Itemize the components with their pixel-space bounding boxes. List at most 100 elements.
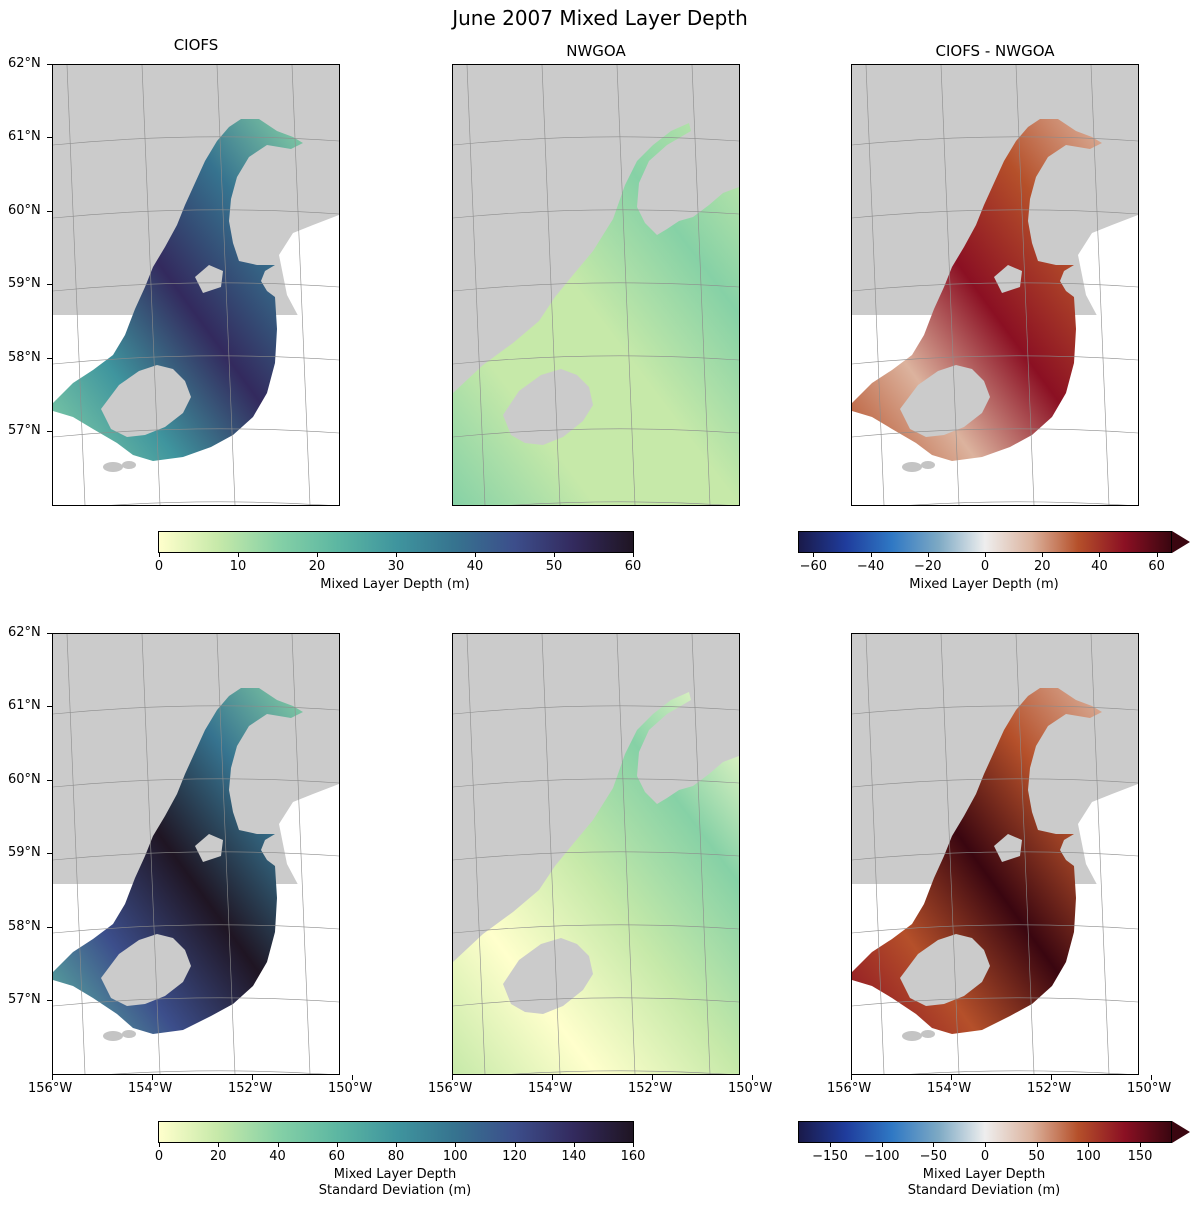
graticule-lat <box>453 136 739 146</box>
map-panel <box>851 633 1139 1075</box>
lon-label: 150°W <box>328 1081 373 1096</box>
graticule-lat <box>511 501 729 505</box>
lon-label: 154°W <box>128 1081 173 1096</box>
colorbar <box>798 1121 1172 1143</box>
colorbar-tick <box>927 553 929 557</box>
map-canvas <box>53 634 339 1074</box>
kenai-land <box>195 834 223 862</box>
colorbar-tick-label: 160 <box>620 1149 646 1164</box>
map-canvas <box>53 65 339 505</box>
map-canvas <box>453 634 739 1074</box>
graticule-lon <box>466 65 486 505</box>
lon-tick <box>1151 1075 1152 1080</box>
colorbar-tick-label: 140 <box>561 1149 587 1164</box>
graticule-lat <box>53 355 339 365</box>
colorbar-tick-label: −50 <box>919 1149 948 1164</box>
lon-label: 152°W <box>628 1081 673 1096</box>
colorbar-tick <box>238 553 239 557</box>
trinity-islands <box>921 461 935 469</box>
lat-tick <box>47 853 52 854</box>
lat-tick <box>47 64 52 65</box>
lon-label: 152°W <box>1027 1081 1072 1096</box>
lon-label: 150°W <box>1127 1081 1172 1096</box>
lat-label: 58°N <box>8 919 41 934</box>
mld-field <box>53 688 303 1034</box>
trinity-islands <box>103 462 123 472</box>
colorbar-tick-label: 60 <box>328 1149 346 1164</box>
map-panel <box>52 633 340 1075</box>
trinity-islands <box>103 1031 123 1041</box>
graticule-lat <box>53 705 339 715</box>
graticule-lon <box>616 634 636 1074</box>
graticule-lon <box>865 65 885 505</box>
graticule-lon <box>66 65 86 505</box>
lat-tick <box>47 1000 52 1001</box>
lon-label: 156°W <box>827 1081 872 1096</box>
graticule-lat <box>453 282 739 292</box>
colorbar-label: Mixed Layer Depth Standard Deviation (m) <box>907 1167 1061 1198</box>
colorbar-tick <box>633 1143 634 1147</box>
lon-tick <box>752 1075 753 1080</box>
graticule-lon <box>691 65 711 505</box>
lon-label: 150°W <box>728 1081 773 1096</box>
colorbar-tick <box>1156 553 1158 557</box>
colorbar-extend-arrow <box>1172 531 1190 553</box>
graticule-lat <box>53 851 339 861</box>
lat-label: 59°N <box>8 276 41 291</box>
kodiak-island <box>101 365 191 437</box>
lat-tick <box>47 927 52 928</box>
kenai-land <box>994 265 1022 293</box>
lat-label: 61°N <box>8 698 41 713</box>
colorbar-tick-label: 60 <box>1148 559 1165 574</box>
lon-tick <box>552 1075 553 1080</box>
colorbar-tick <box>277 1143 279 1147</box>
colorbar-tick <box>1088 1143 1090 1147</box>
lon-label: 156°W <box>28 1081 73 1096</box>
colorbar-tick <box>159 1143 160 1147</box>
graticule-lat <box>852 355 1138 365</box>
map-panel <box>452 633 740 1075</box>
colorbar-tick-label: 50 <box>545 559 563 574</box>
colorbar-tick <box>336 1143 338 1147</box>
open-ocean <box>279 215 339 335</box>
graticule-lon <box>541 634 561 1074</box>
column-title: CIOFS <box>173 36 219 54</box>
graticule-lat <box>453 778 739 788</box>
kenai-land <box>994 834 1022 862</box>
graticule-lon <box>1015 634 1035 1074</box>
colorbar-tick <box>573 1143 575 1147</box>
colorbar-tick <box>1099 553 1101 557</box>
colorbar-tick-label: 80 <box>387 1149 405 1164</box>
lon-tick <box>352 1075 353 1080</box>
graticule-lon <box>291 65 311 505</box>
graticule-lat <box>852 282 1138 292</box>
graticule-lon <box>865 634 885 1074</box>
open-ocean <box>279 784 339 904</box>
mld-field <box>453 123 739 505</box>
open-ocean <box>1078 784 1138 904</box>
graticule-lat <box>453 209 739 219</box>
graticule-lon <box>466 634 486 1074</box>
graticule-lat <box>511 1070 729 1074</box>
colorbar-tick-label: 0 <box>154 1149 164 1164</box>
colorbar-tick-label: 40 <box>269 1149 286 1164</box>
lat-label: 57°N <box>8 992 41 1007</box>
graticule-lon <box>1090 634 1110 1074</box>
colorbar-tick-label: 20 <box>209 1149 227 1164</box>
trinity-islands <box>122 1030 136 1038</box>
lat-label: 59°N <box>8 845 41 860</box>
colorbar-tick-label: 20 <box>1033 559 1051 574</box>
colorbar-tick <box>514 1143 516 1147</box>
graticule-lon <box>691 634 711 1074</box>
graticule-lat <box>453 851 739 861</box>
lon-tick <box>152 1075 153 1080</box>
colorbar-tick-label: 10 <box>229 559 247 574</box>
map-panel <box>52 64 340 506</box>
colorbar-tick-label: −60 <box>799 559 828 574</box>
colorbar-tick <box>554 553 555 557</box>
colorbar-tick <box>1042 553 1044 557</box>
graticule-lat <box>111 501 329 505</box>
graticule-lat <box>53 282 339 292</box>
trinity-islands <box>902 1031 922 1041</box>
graticule-lat <box>111 1070 329 1074</box>
